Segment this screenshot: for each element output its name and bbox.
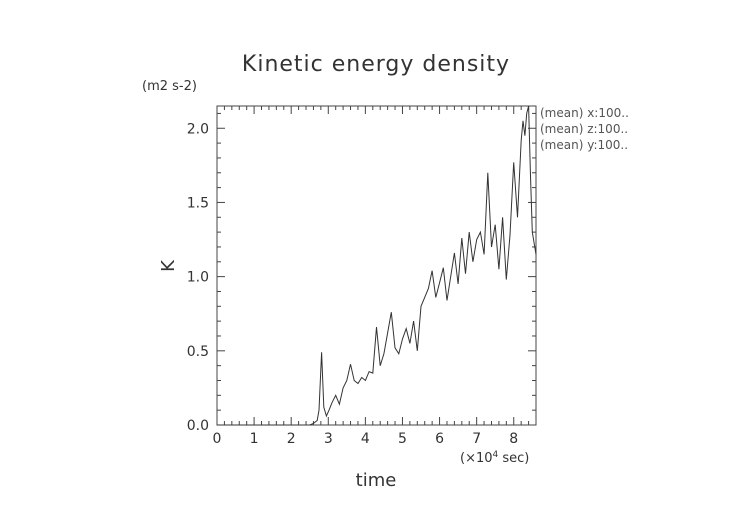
legend: (mean) x:100.. (mean) z:100.. (mean) y:100… [540, 106, 629, 152]
y-tick-label: 0.5 [187, 344, 209, 360]
legend-entry: (mean) y:100.. [540, 138, 628, 152]
x-tick-label: 8 [509, 431, 518, 447]
x-tick-label: 6 [435, 431, 444, 447]
plot-frame [216, 105, 537, 426]
series-layer [217, 105, 537, 426]
y-tick-label: 0.0 [187, 418, 209, 434]
series-line [217, 105, 537, 426]
x-unit-suffix: sec) [498, 451, 529, 466]
y-tick-label: 1.5 [187, 195, 209, 211]
legend-entry: (mean) x:100.. [540, 106, 629, 120]
x-tick-label: 3 [324, 431, 333, 447]
x-tick-label: 4 [361, 431, 370, 447]
axis-ticks: 0 1 2 3 4 5 6 7 8 0.0 0.5 1.0 1.5 2.0 [187, 106, 536, 447]
x-tick-label: 2 [287, 431, 296, 447]
chart-title: Kinetic energy density [242, 52, 510, 77]
x-tick-label: 1 [250, 431, 259, 447]
y-axis-label: K [158, 259, 179, 272]
x-unit-exponent: 4 [493, 450, 499, 460]
x-tick-label: 5 [398, 431, 407, 447]
x-tick-label: 7 [472, 431, 481, 447]
legend-entry: (mean) z:100.. [540, 122, 628, 136]
y-unit-label: (m2 s-2) [142, 79, 197, 94]
x-axis-label: time [356, 470, 397, 491]
y-tick-label: 2.0 [187, 121, 209, 137]
x-unit-prefix: (×10 [460, 451, 493, 466]
x-tick-label: 0 [213, 431, 222, 447]
y-tick-label: 1.0 [187, 270, 209, 286]
x-unit-label: (×104 sec) [460, 450, 529, 466]
